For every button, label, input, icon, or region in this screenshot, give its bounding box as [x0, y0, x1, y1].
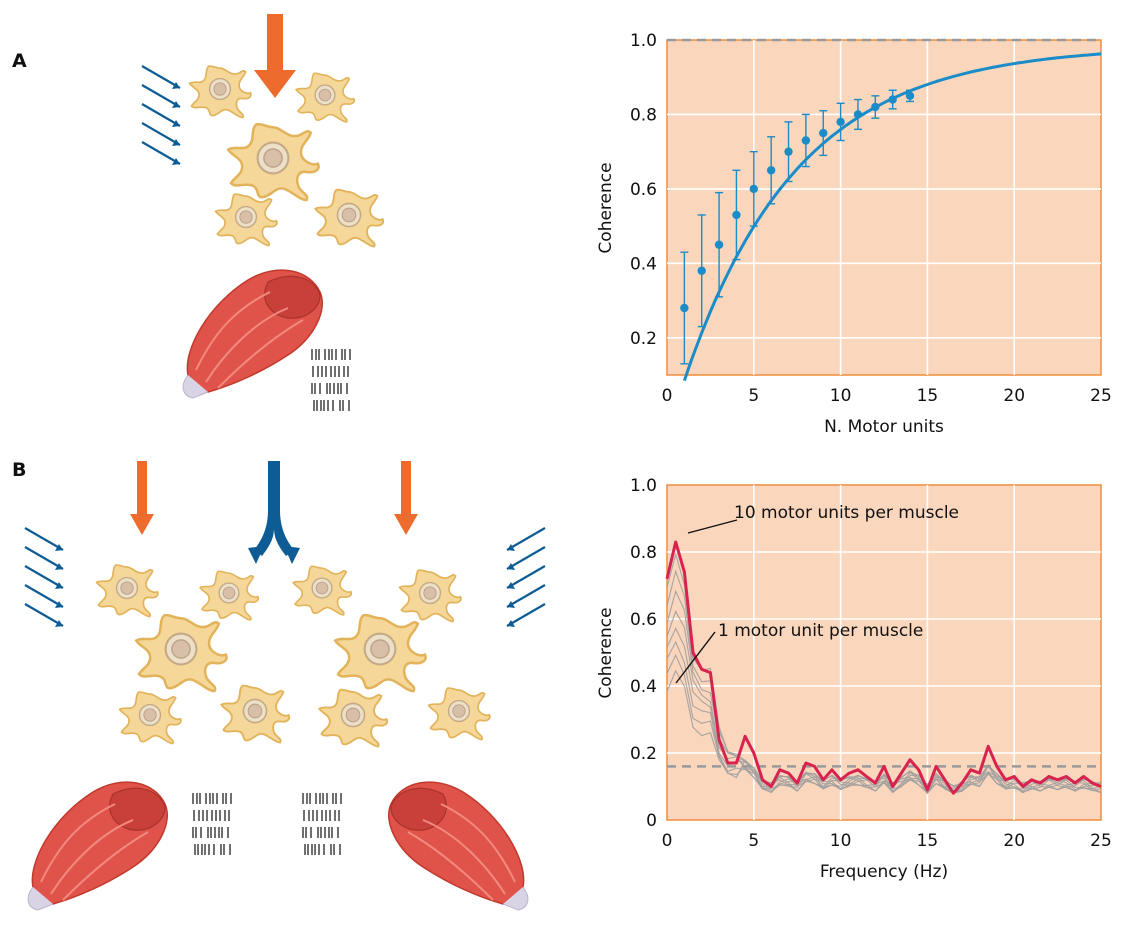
- y-tick-label: 0: [646, 811, 657, 831]
- muscle-icon: [27, 781, 529, 911]
- panel-b-illustration: [23, 461, 547, 911]
- x-tick-label: 15: [917, 831, 939, 851]
- coherence-vs-frequency-chart: 0 5 10 15 20 25 0 0.2 0.4 0.6 0.8 1.0 10 motor unit…: [596, 476, 1112, 882]
- data-point: [749, 184, 758, 194]
- chart-b-grid: [667, 485, 1101, 820]
- data-point: [871, 102, 880, 112]
- panel-label-b: B: [12, 459, 26, 481]
- spike-raster-icon: [311, 348, 351, 412]
- data-point: [801, 136, 811, 145]
- gray-series-line: [666, 627, 1102, 793]
- data-point: [732, 210, 741, 220]
- muscle-icon: [182, 269, 324, 399]
- data-point: [853, 110, 863, 119]
- chart-b-ylabel: Coherence: [596, 607, 616, 698]
- y-tick-label: 0.8: [630, 543, 657, 563]
- chart-b-plot-area: [666, 484, 1102, 821]
- data-point: [836, 117, 845, 127]
- panel-label-a: A: [12, 50, 27, 72]
- blue-fork-arrow-icon: [248, 461, 300, 564]
- chart-b-ticks: 0 5 10 15 20 25 0 0.2 0.4 0.6 0.8 1.0: [630, 476, 1112, 851]
- x-tick-label: 15: [917, 386, 939, 406]
- x-tick-label: 10: [830, 831, 852, 851]
- chart-a-plot-area: [666, 39, 1102, 376]
- x-tick-label: 5: [748, 831, 759, 851]
- neuron-icon: [95, 564, 491, 748]
- blue-arrow-icon: [140, 64, 182, 167]
- chart-a-ticks: 0 5 10 15 20 25 0.2 0.4 0.6 0.8 1.0: [630, 31, 1112, 406]
- chart-a-xlabel: N. Motor units: [824, 417, 944, 437]
- y-tick-label: 0.4: [630, 677, 657, 697]
- annotation-leader-10mu: [687, 519, 738, 534]
- y-tick-label: 0.6: [630, 610, 657, 630]
- x-tick-label: 10: [830, 386, 852, 406]
- x-tick-label: 25: [1090, 386, 1112, 406]
- gray-series-line: [666, 569, 1102, 794]
- highlight-series-line: [665, 540, 1102, 795]
- data-point: [766, 166, 776, 175]
- y-tick-label: 1.0: [630, 31, 657, 51]
- data-point: [680, 303, 689, 313]
- y-tick-label: 0.2: [630, 744, 657, 764]
- y-tick-label: 0.6: [630, 180, 657, 200]
- chart-a-marks: [667, 38, 1102, 382]
- neuron-icon: [188, 65, 385, 248]
- panel-a-illustration: [140, 14, 385, 412]
- data-point: [905, 91, 915, 101]
- chart-b-xlabel: Frequency (Hz): [820, 862, 948, 882]
- chart-b-marks: [665, 540, 1102, 795]
- x-tick-label: 0: [662, 831, 673, 851]
- annotation-1-motor-unit: 1 motor unit per muscle: [718, 621, 923, 641]
- chart-a-ylabel: Coherence: [596, 162, 616, 253]
- spike-raster-icon: [192, 792, 342, 856]
- orange-arrow-icon: [130, 461, 418, 535]
- x-tick-label: 20: [1003, 386, 1025, 406]
- y-tick-label: 0.4: [630, 254, 657, 274]
- annotation-10-motor-units: 10 motor units per muscle: [734, 503, 959, 523]
- orange-arrow-icon: [254, 14, 296, 98]
- x-tick-label: 25: [1090, 831, 1112, 851]
- y-tick-label: 0.2: [630, 329, 657, 349]
- x-tick-label: 20: [1003, 831, 1025, 851]
- coherence-vs-motor-units-chart: 0 5 10 15 20 25 0.2 0.4 0.6 0.8 1.0 N. Motor units…: [596, 31, 1112, 437]
- annotation-leader-1mu: [675, 631, 716, 684]
- x-tick-label: 0: [662, 386, 673, 406]
- x-tick-label: 5: [748, 386, 759, 406]
- data-point: [819, 128, 828, 138]
- data-point: [697, 266, 706, 275]
- data-point: [784, 147, 793, 156]
- y-tick-label: 1.0: [630, 476, 657, 496]
- data-point: [888, 95, 897, 104]
- data-point: [714, 240, 724, 249]
- y-tick-label: 0.8: [630, 105, 657, 125]
